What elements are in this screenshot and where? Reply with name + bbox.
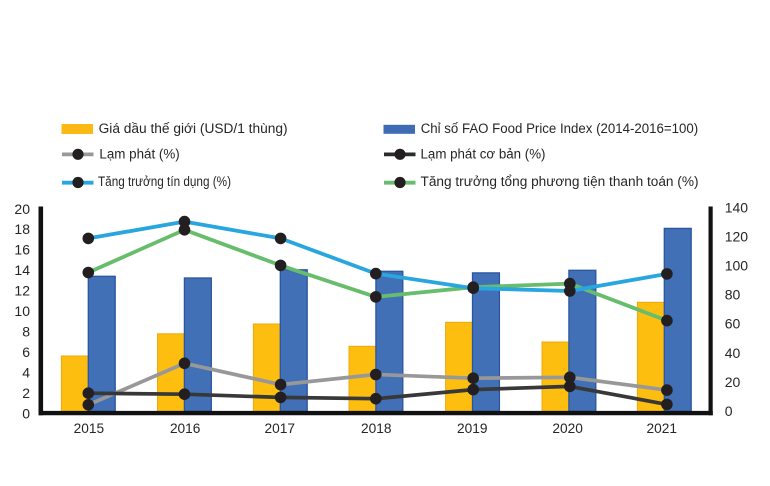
svg-text:120: 120 xyxy=(725,229,749,245)
svg-text:20: 20 xyxy=(14,201,30,217)
svg-text:Tăng trưởng tín dụng (%): Tăng trưởng tín dụng (%) xyxy=(98,174,231,189)
svg-text:2017: 2017 xyxy=(265,420,296,436)
svg-text:8: 8 xyxy=(22,324,30,340)
svg-text:2015: 2015 xyxy=(74,420,105,436)
svg-text:14: 14 xyxy=(14,262,30,278)
svg-text:80: 80 xyxy=(725,287,741,303)
svg-text:10: 10 xyxy=(14,303,30,319)
svg-text:100: 100 xyxy=(725,258,749,274)
svg-text:2019: 2019 xyxy=(457,420,488,436)
svg-text:Lạm phát cơ bản (%): Lạm phát cơ bản (%) xyxy=(421,147,546,162)
svg-text:Lạm phát (%): Lạm phát (%) xyxy=(99,147,179,162)
svg-text:Chỉ số FAO Food Price Index (2: Chỉ số FAO Food Price Index (2014-2016=1… xyxy=(421,121,699,136)
svg-text:Giá dầu thế giới (USD/1 thùng): Giá dầu thế giới (USD/1 thùng) xyxy=(99,121,288,136)
svg-text:2016: 2016 xyxy=(170,420,201,436)
svg-text:2: 2 xyxy=(22,385,30,401)
svg-text:0: 0 xyxy=(22,405,30,421)
svg-text:2021: 2021 xyxy=(647,420,678,436)
svg-text:40: 40 xyxy=(725,345,741,361)
svg-text:140: 140 xyxy=(725,199,749,215)
svg-text:2018: 2018 xyxy=(361,420,392,436)
svg-text:16: 16 xyxy=(14,242,30,258)
svg-text:60: 60 xyxy=(725,316,741,332)
svg-text:18: 18 xyxy=(14,221,30,237)
svg-text:20: 20 xyxy=(725,374,741,390)
svg-text:2020: 2020 xyxy=(552,420,583,436)
svg-text:4: 4 xyxy=(22,364,30,380)
svg-text:12: 12 xyxy=(14,283,30,299)
svg-text:6: 6 xyxy=(22,344,30,360)
svg-text:0: 0 xyxy=(725,403,733,419)
svg-text:Tăng trưởng tổng phương tiện t: Tăng trưởng tổng phương tiện thanh toán … xyxy=(421,174,699,189)
